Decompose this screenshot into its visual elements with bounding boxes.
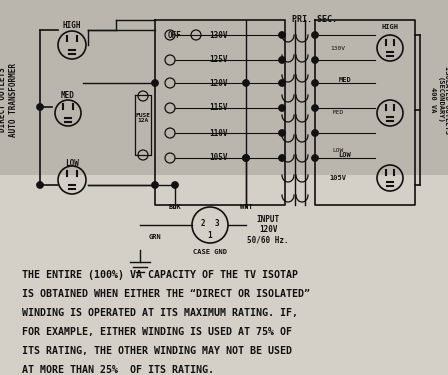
Circle shape <box>36 182 43 189</box>
Circle shape <box>172 182 178 189</box>
Circle shape <box>311 154 319 162</box>
Text: 110V: 110V <box>209 129 227 138</box>
Circle shape <box>279 57 285 63</box>
Text: MED: MED <box>332 111 344 116</box>
Circle shape <box>311 105 319 111</box>
Text: 2: 2 <box>201 219 205 228</box>
Circle shape <box>311 32 319 39</box>
Circle shape <box>279 129 285 136</box>
Text: LOW: LOW <box>332 147 344 153</box>
Circle shape <box>242 154 250 162</box>
Text: MED: MED <box>61 90 75 99</box>
Circle shape <box>311 57 319 63</box>
Text: HIGH: HIGH <box>63 21 81 30</box>
Text: 130V: 130V <box>209 30 227 39</box>
Circle shape <box>279 105 285 111</box>
Text: ISOLATED OUTLETS
(SECONDARY)
400 VA: ISOLATED OUTLETS (SECONDARY) 400 VA <box>430 66 448 134</box>
Circle shape <box>151 80 159 87</box>
Text: 120V: 120V <box>209 78 227 87</box>
Text: 3: 3 <box>215 219 220 228</box>
Text: PRI. SEC.: PRI. SEC. <box>293 15 337 24</box>
Text: 130V: 130V <box>331 45 345 51</box>
Circle shape <box>311 129 319 136</box>
Text: WHT: WHT <box>240 204 252 210</box>
Text: 115V: 115V <box>209 104 227 112</box>
Text: AT MORE THAN 25%  OF ITS RATING.: AT MORE THAN 25% OF ITS RATING. <box>22 365 214 375</box>
Text: LOW: LOW <box>339 152 351 158</box>
Circle shape <box>242 154 250 162</box>
Text: 1: 1 <box>208 231 212 240</box>
Circle shape <box>151 182 159 189</box>
Text: 105V: 105V <box>329 175 346 181</box>
Text: FUSE
12A: FUSE 12A <box>135 112 151 123</box>
Text: GRN: GRN <box>149 234 161 240</box>
Text: MED: MED <box>339 77 351 83</box>
Text: WINDING IS OPERATED AT ITS MAXIMUM RATING. IF,: WINDING IS OPERATED AT ITS MAXIMUM RATIN… <box>22 308 298 318</box>
Text: IS OBTAINED WHEN EITHER THE “DIRECT OR ISOLATED”: IS OBTAINED WHEN EITHER THE “DIRECT OR I… <box>22 289 310 299</box>
Circle shape <box>242 80 250 87</box>
Text: DIRECT OUTLETS
AUTO TRANSFORMER: DIRECT OUTLETS AUTO TRANSFORMER <box>0 63 18 137</box>
Bar <box>0 175 448 375</box>
Circle shape <box>279 154 285 162</box>
Text: BLK: BLK <box>168 204 181 210</box>
Text: OFF: OFF <box>168 30 182 39</box>
Text: CASE GND: CASE GND <box>193 249 227 255</box>
Text: ITS RATING, THE OTHER WINDING MAY NOT BE USED: ITS RATING, THE OTHER WINDING MAY NOT BE… <box>22 346 292 356</box>
Circle shape <box>36 104 43 111</box>
Text: LOW: LOW <box>65 159 79 168</box>
Text: HIGH: HIGH <box>382 24 399 30</box>
Circle shape <box>279 80 285 87</box>
Bar <box>0 0 448 175</box>
Text: 125V: 125V <box>209 56 227 64</box>
Text: INPUT
120V
50/60 Hz.: INPUT 120V 50/60 Hz. <box>247 215 289 245</box>
Circle shape <box>311 80 319 87</box>
Text: THE ENTIRE (100%) VA CAPACITY OF THE TV ISOTAP: THE ENTIRE (100%) VA CAPACITY OF THE TV … <box>22 270 298 280</box>
Text: FOR EXAMPLE, EITHER WINDING IS USED AT 75% OF: FOR EXAMPLE, EITHER WINDING IS USED AT 7… <box>22 327 292 337</box>
Text: 105V: 105V <box>209 153 227 162</box>
Circle shape <box>279 32 285 39</box>
